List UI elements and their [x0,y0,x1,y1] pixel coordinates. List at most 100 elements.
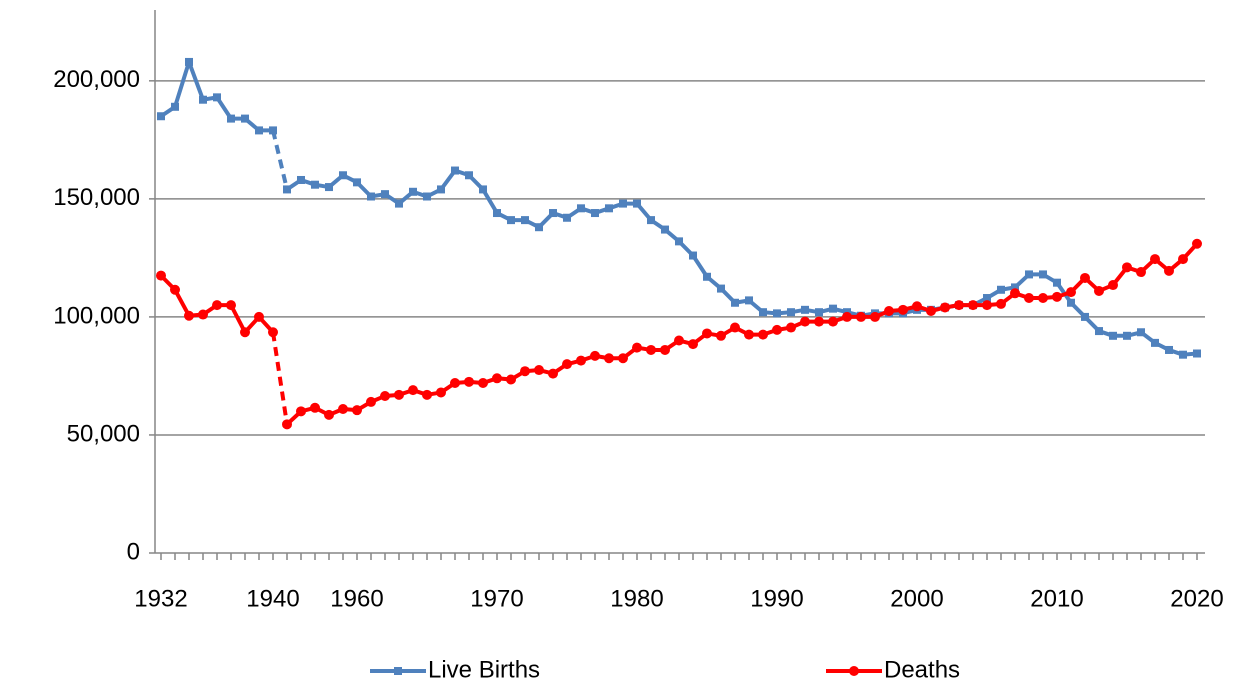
marker [506,374,516,385]
marker [800,316,810,327]
marker [1039,270,1047,279]
marker [353,178,361,187]
legend-marker [394,667,402,675]
marker [437,185,445,194]
marker [633,199,641,208]
marker [1094,285,1104,296]
marker [240,327,250,338]
marker [814,316,824,327]
marker [507,216,515,225]
marker [996,298,1006,309]
marker [283,185,291,194]
marker [674,335,684,346]
x-tick-label: 2000 [890,585,943,612]
marker [1165,345,1173,354]
marker [535,223,543,232]
marker [282,419,292,430]
marker [199,95,207,104]
x-tick-label: 2020 [1170,585,1223,612]
marker [1067,298,1075,307]
marker [773,309,781,318]
marker [983,294,991,303]
marker [912,301,922,312]
marker [1038,293,1048,304]
marker [408,385,418,396]
marker [1193,349,1201,358]
marker [450,378,460,389]
marker [213,93,221,102]
break-connector [271,129,289,190]
marker [954,300,964,311]
marker [660,344,670,355]
marker [787,308,795,317]
marker [423,192,431,201]
marker [352,405,362,416]
marker [702,328,712,339]
marker [647,216,655,225]
marker [758,329,768,340]
marker [268,327,278,338]
marker [605,204,613,213]
marker [815,308,823,317]
marker [185,57,193,66]
marker [982,300,992,311]
marker [1178,254,1188,265]
marker [1136,267,1146,278]
marker [759,308,767,317]
marker [366,396,376,407]
marker [689,251,697,260]
marker [157,112,165,121]
marker [296,406,306,417]
marker [212,300,222,311]
marker [675,237,683,246]
marker [745,296,753,305]
marker [577,204,585,213]
marker [661,225,669,234]
marker [716,330,726,341]
marker [717,284,725,293]
marker [255,126,263,135]
marker [703,272,711,281]
y-tick-label: 50,000 [67,420,140,447]
marker [646,344,656,355]
marker [1095,327,1103,336]
marker [325,183,333,192]
marker [997,285,1005,294]
marker [829,304,837,313]
marker [1108,280,1118,291]
marker [227,114,235,123]
marker [688,339,698,350]
marker [1192,238,1202,249]
marker [367,192,375,201]
marker [254,311,264,322]
marker [464,376,474,387]
marker [563,213,571,222]
legend-label: Deaths [884,656,960,683]
y-tick-label: 0 [127,538,140,565]
marker [492,373,502,384]
marker [1080,272,1090,283]
marker [520,366,530,377]
marker [198,309,208,320]
marker [534,365,544,376]
marker [422,389,432,400]
marker [269,126,277,135]
marker [549,209,557,218]
marker [1025,270,1033,279]
marker [801,305,809,314]
marker [870,311,880,322]
x-tick-label: 1932 [134,585,187,612]
marker [731,298,739,307]
marker [395,199,403,208]
x-tick-label: 2010 [1030,585,1083,612]
x-tick-label: 1940 [246,585,299,612]
marker [619,199,627,208]
marker [590,350,600,361]
marker [591,209,599,218]
marker [1081,312,1089,321]
marker [170,284,180,295]
break-connector [271,331,289,425]
marker [241,114,249,123]
x-tick-label: 1960 [330,585,383,612]
